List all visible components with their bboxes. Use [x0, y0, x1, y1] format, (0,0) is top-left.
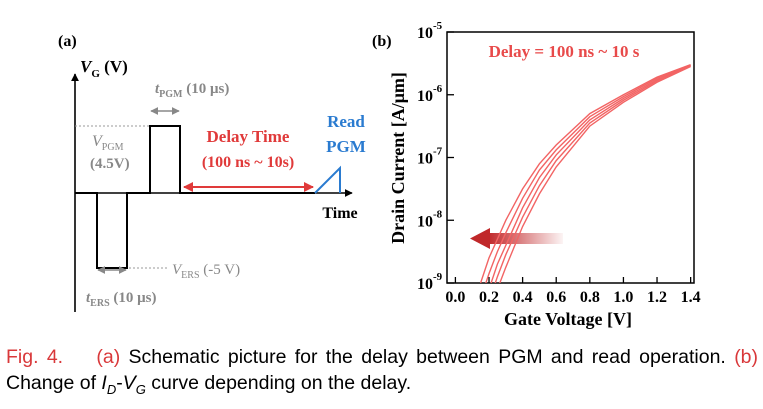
caption: Fig. 4. (a) Schematic picture for the de… — [6, 344, 758, 403]
vers-value: (-5 V) — [200, 262, 241, 278]
tpgm-main: t — [155, 81, 160, 97]
y-tick-label: 10-5 — [417, 20, 443, 42]
y-tick-base: 10 — [417, 25, 433, 42]
x-axis-label: Gate Voltage [V] — [504, 309, 632, 329]
curve — [494, 65, 691, 283]
vers-sub: ERS — [181, 270, 199, 281]
time-label: Time — [322, 205, 357, 222]
y-tick-exp: -6 — [433, 83, 443, 95]
y-tick-label: 10-9 — [417, 271, 443, 293]
x-tick-label: 1.2 — [647, 289, 667, 306]
waveform — [75, 125, 315, 269]
shift-arrow-head — [470, 228, 490, 249]
y-tick-label: 10-8 — [417, 208, 443, 230]
vg-sub: G — [91, 68, 100, 80]
ters-label: tERS (10 μs) — [86, 290, 156, 309]
x-tick-label: 1.4 — [681, 289, 701, 306]
panel-b: (b) Delay = 100 ns ~ 10 s Gate Voltage [… — [372, 20, 701, 329]
curve — [485, 64, 691, 283]
x-tick-label: 0.0 — [445, 289, 465, 306]
vers-main: V — [172, 262, 183, 278]
vg-label: VG (V) — [80, 57, 128, 80]
y-tick-exp: -9 — [433, 271, 443, 283]
read-pulse — [314, 165, 341, 194]
b-text-1: I — [101, 372, 107, 394]
b-marker: (b) — [734, 346, 759, 368]
x-tick-label: 0.2 — [479, 289, 499, 306]
x-tick-label: 1.0 — [613, 289, 633, 306]
tpgm-label: tPGM (10 μs) — [155, 81, 229, 100]
vg-main: V — [80, 57, 93, 76]
b-text-2: D — [106, 381, 117, 397]
vg-unit: (V) — [100, 57, 128, 76]
shift-arrow-body — [488, 233, 563, 244]
delay-time: Delay Time — [207, 127, 290, 146]
figure-panels: (a) VG (V) tPGM (10 μs) VPGM (4.5V) Dela… — [58, 20, 701, 329]
b-text-0: Change of — [6, 372, 102, 394]
fig-label: Fig. 4. — [6, 346, 64, 368]
ters-value: (10 μs) — [110, 290, 157, 306]
ters-sub: ERS — [90, 298, 110, 309]
tpgm-value: (10 μs) — [183, 81, 230, 97]
y-tick-exp: -8 — [433, 208, 443, 220]
vpgm-label: VPGM — [92, 133, 124, 153]
b-text-4: V — [122, 372, 136, 394]
panel-label: (a) — [58, 33, 77, 50]
b-text-3: - — [116, 372, 123, 394]
vpgm-main: V — [92, 133, 104, 150]
y-tick-label: 10-7 — [417, 146, 443, 168]
y-tick-exp: -5 — [433, 20, 443, 32]
plot-lines — [479, 63, 691, 283]
panel-label: (b) — [372, 33, 392, 50]
b-text-6: curve depending on the delay. — [145, 372, 412, 394]
b-text-5: G — [135, 381, 146, 397]
vpgm-value: (4.5V) — [90, 156, 130, 172]
y-tick-exp: -7 — [433, 146, 443, 158]
annotation: Delay = 100 ns ~ 10 s — [489, 42, 640, 61]
x-tick-label: 0.6 — [546, 289, 566, 306]
delay-range: (100 ns ~ 10s) — [202, 154, 294, 171]
x-tick-label: 0.8 — [580, 289, 600, 306]
y-axis-label: Drain Current [A/μm] — [388, 72, 408, 244]
curve — [499, 65, 691, 283]
x-tick-label: 0.4 — [513, 289, 533, 306]
curve — [490, 64, 691, 283]
pgm-label: PGM — [326, 137, 366, 156]
curve — [479, 63, 691, 283]
a-text: Schematic picture for the delay between … — [128, 346, 726, 368]
a-marker: (a) — [96, 346, 121, 368]
y-tick-base: 10 — [417, 276, 433, 293]
vpgm-sub: PGM — [102, 142, 124, 153]
panel-a: (a) VG (V) tPGM (10 μs) VPGM (4.5V) Dela… — [58, 33, 366, 312]
y-tick-base: 10 — [417, 88, 433, 105]
vers-label: VERS (-5 V) — [172, 262, 240, 281]
tpgm-sub: PGM — [159, 89, 183, 100]
y-tick-base: 10 — [417, 213, 433, 230]
y-tick-label: 10-6 — [417, 83, 443, 105]
y-tick-base: 10 — [417, 151, 433, 168]
read-label: Read — [327, 112, 365, 131]
ters-main: t — [86, 290, 91, 306]
